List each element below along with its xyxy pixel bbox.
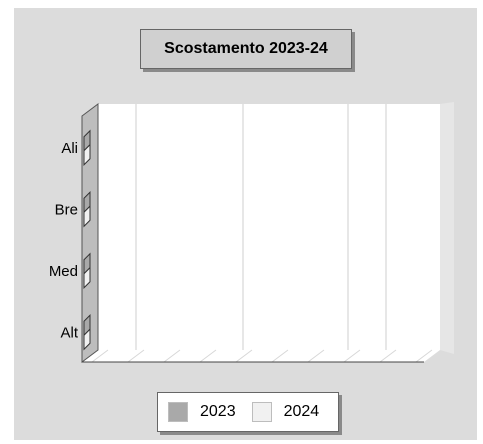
- legend-label-series-1: 2023: [200, 403, 236, 420]
- y-tick-label-bre: Bre: [55, 201, 78, 218]
- y-tick-label-ali: Ali: [61, 140, 78, 157]
- chart-title: Scostamento 2023-24: [140, 29, 352, 69]
- floor-gridline-8: [343, 349, 361, 363]
- y-tick-label-med: Med: [49, 263, 78, 280]
- floor-gridline-9: [379, 349, 397, 363]
- floor-gridline-6: [271, 349, 289, 363]
- plot-back-wall: [98, 104, 440, 350]
- floor-gridline-10: [415, 349, 433, 363]
- bar-med-2024: [83, 266, 91, 289]
- bar-alt-2024: [83, 328, 91, 351]
- legend-swatch-series-2: [251, 402, 272, 422]
- plot-floor: [82, 350, 440, 362]
- chart-title-text: Scostamento 2023-24: [164, 40, 328, 57]
- legend: 2023 2024: [157, 392, 339, 432]
- floor-gridline-1: [91, 349, 109, 363]
- floor-gridline-5: [235, 349, 253, 363]
- floor-gridline-2: [127, 349, 145, 363]
- bar-bre-2024: [83, 205, 91, 228]
- floor-gridline-3: [163, 349, 181, 363]
- plot-left-wall: [81, 103, 99, 363]
- bar-ali-2024: [83, 143, 91, 166]
- floor-gridline-4: [199, 349, 217, 363]
- floor-gridline-7: [307, 349, 325, 363]
- plot-area: Ali Bre Med Alt: [49, 102, 454, 363]
- legend-label-series-2: 2024: [283, 403, 320, 420]
- plot-right-edge: [440, 102, 454, 354]
- legend-swatch-series-1: [168, 402, 188, 422]
- y-tick-label-alt: Alt: [60, 324, 78, 341]
